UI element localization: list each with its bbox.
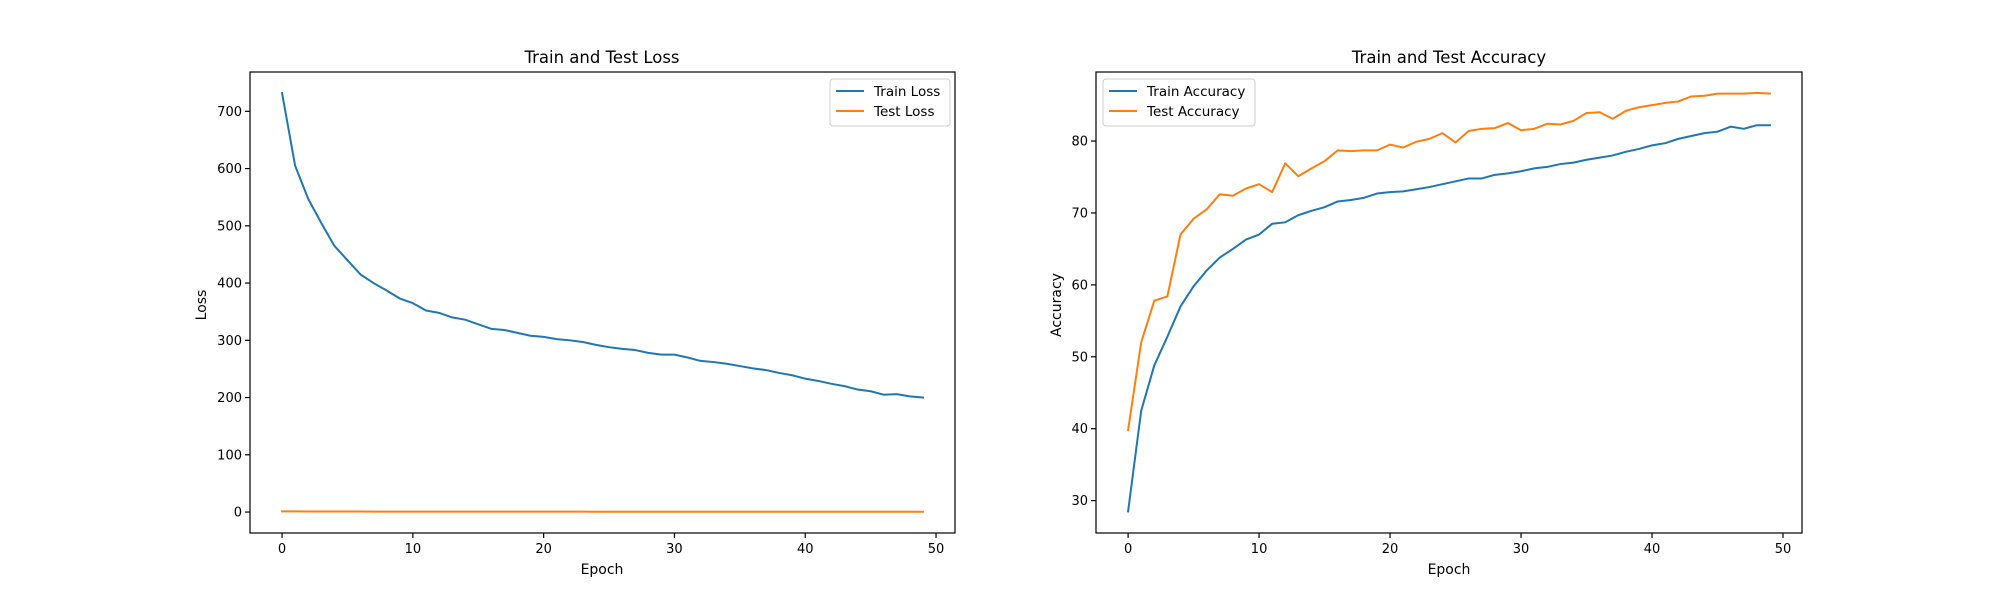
- legend-label-test-accuracy: Test Accuracy: [1146, 104, 1240, 120]
- x-tick-label: 10: [1251, 542, 1268, 557]
- accuracy-chart: Train and Test Accuracy Epoch Accuracy 0…: [1049, 48, 1803, 578]
- accuracy-chart-series: [1126, 91, 1771, 513]
- loss-chart-title: Train and Test Loss: [523, 48, 679, 67]
- y-tick-label: 0: [234, 506, 242, 521]
- x-tick-label: 50: [928, 542, 945, 557]
- accuracy-chart-x-axis-title: Epoch: [1428, 562, 1471, 578]
- accuracy-chart-ticks: 0 10 20 30 40 50 30 40 50 60 70 80: [1071, 135, 1791, 557]
- y-tick-label: 200: [217, 391, 242, 406]
- loss-chart-x-axis-title: Epoch: [581, 562, 624, 578]
- y-tick-label: 60: [1071, 278, 1088, 293]
- loss-chart-plot-frame: [249, 71, 956, 534]
- y-tick-label: 700: [217, 105, 242, 120]
- y-tick-label: 100: [217, 448, 242, 463]
- legend-label-train-loss: Train Loss: [873, 84, 940, 100]
- y-tick-label: 400: [217, 277, 242, 292]
- accuracy-chart-legend: Train Accuracy Test Accuracy: [1102, 78, 1256, 127]
- x-tick-label: 50: [1775, 542, 1792, 557]
- y-tick-label: 300: [217, 334, 242, 349]
- loss-chart-y-axis-title: Loss: [194, 290, 210, 321]
- x-tick-label: 30: [666, 542, 683, 557]
- y-tick-label: 40: [1071, 422, 1088, 437]
- y-tick-label: 80: [1071, 135, 1088, 150]
- y-tick-label: 30: [1071, 494, 1088, 509]
- loss-chart-series: [280, 91, 925, 513]
- x-tick-label: 20: [1382, 542, 1399, 557]
- x-tick-label: 40: [1644, 542, 1661, 557]
- accuracy-chart-plot-frame: [1095, 71, 1803, 534]
- loss-chart-legend: Train Loss Test Loss: [829, 78, 951, 127]
- x-tick-label: 40: [797, 542, 814, 557]
- x-tick-label: 30: [1513, 542, 1530, 557]
- legend-label-test-loss: Test Loss: [873, 104, 935, 120]
- y-tick-label: 50: [1071, 350, 1088, 365]
- loss-chart: Train and Test Loss Epoch Loss 0 10 20 30 40…: [194, 48, 956, 578]
- series-line-train-accuracy: [1126, 124, 1771, 513]
- y-tick-label: 70: [1071, 206, 1088, 221]
- legend-label-train-accuracy: Train Accuracy: [1146, 84, 1245, 100]
- y-tick-label: 500: [217, 219, 242, 234]
- x-tick-label: 0: [278, 542, 286, 557]
- x-tick-label: 10: [405, 542, 422, 557]
- accuracy-chart-y-axis-title: Accuracy: [1049, 273, 1065, 337]
- accuracy-chart-legend-box: [1102, 78, 1256, 127]
- series-line-test-accuracy: [1126, 91, 1771, 432]
- y-tick-label: 600: [217, 162, 242, 177]
- accuracy-chart-title: Train and Test Accuracy: [1351, 48, 1546, 67]
- series-line-train-loss: [280, 91, 925, 399]
- x-tick-label: 20: [535, 542, 552, 557]
- x-tick-label: 0: [1124, 542, 1132, 557]
